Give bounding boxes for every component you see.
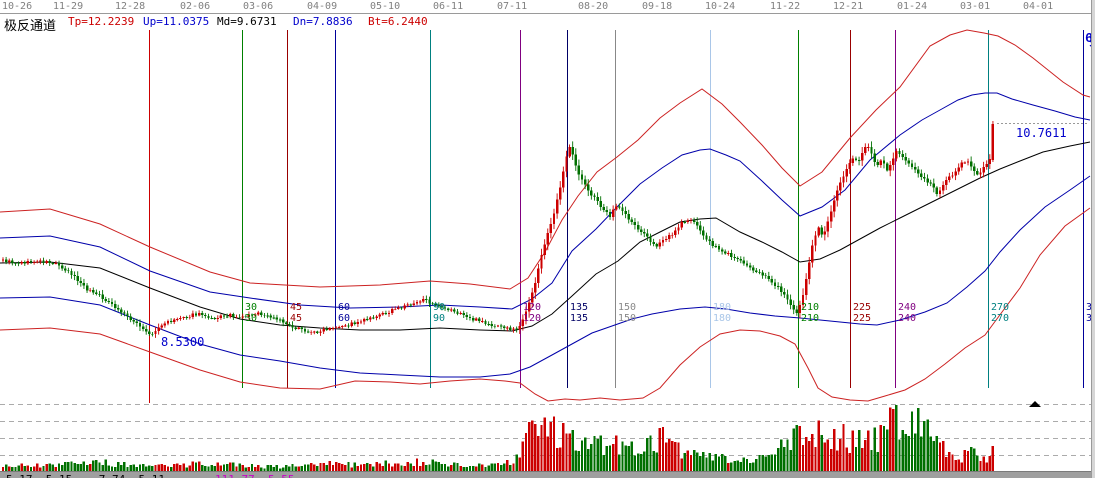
count-label: 45 [290, 313, 302, 324]
channel-lines [0, 29, 1091, 402]
date-label: 08-20 [578, 1, 609, 12]
date-label: 12-21 [833, 1, 864, 12]
indicator-value-tp: Tp=12.2239 [68, 15, 135, 28]
indicator-name: 极反通道 [4, 18, 57, 33]
status-text-right: 111.77 5.55 [215, 473, 294, 478]
indicator-value-bt: Bt=6.2440 [368, 15, 428, 28]
count-label: 225 [853, 313, 871, 324]
count-label: 180 [713, 302, 731, 313]
indicator-value-dn: Dn=7.8836 [293, 15, 353, 28]
volume-bars [1, 405, 995, 471]
status-bar-scrollbar[interactable]: 5.17 5.15 7.74 5.11 111.77 5.55 [0, 471, 1095, 478]
count-label: 135 [570, 313, 588, 324]
date-label: 01-24 [897, 1, 928, 12]
indicator-value-up: Up=11.0375 [143, 15, 210, 28]
count-label: 120 [523, 313, 541, 324]
channel-line-dn [0, 175, 1091, 378]
count-label: 30 [245, 302, 257, 313]
date-label: 06-11 [433, 1, 464, 12]
count-label: 30 [245, 313, 257, 324]
count-label: 270 [991, 313, 1009, 324]
count-label: 225 [853, 302, 871, 313]
date-label: 11-29 [53, 1, 84, 12]
status-text-left: 5.17 5.15 7.74 5.11 [6, 473, 165, 478]
date-label: 09-18 [642, 1, 673, 12]
date-label: 10-26 [2, 1, 33, 12]
date-label: 02-06 [180, 1, 211, 12]
date-label: 03-06 [243, 1, 274, 12]
count-label: 240 [898, 302, 916, 313]
date-label: 03-01 [960, 1, 991, 12]
count-label: 135 [570, 302, 588, 313]
date-label: 04-09 [307, 1, 338, 12]
channel-line-md [0, 141, 1091, 332]
date-label: 07-11 [497, 1, 528, 12]
date-label: 12-28 [115, 1, 146, 12]
count-label: 3 [1086, 302, 1092, 313]
count-label: 60 [338, 313, 350, 324]
count-label: 240 [898, 313, 916, 324]
date-label: 10-24 [705, 1, 736, 12]
low-price-label: 8.5300 [161, 335, 205, 349]
channel-line-bt [0, 207, 1091, 402]
stock-label: 600209 罗顿发展 [1085, 15, 1095, 48]
date-label: 11-22 [770, 1, 801, 12]
date-label: 05-10 [370, 1, 401, 12]
count-label: 3 [1086, 313, 1092, 324]
count-label: 45 [290, 302, 302, 313]
stock-code: 600209 [1085, 30, 1095, 45]
candlesticks [1, 121, 995, 338]
count-label: 90 [433, 302, 445, 313]
count-label: 120 [523, 302, 541, 313]
count-label: 180 [713, 313, 731, 324]
channel-line-up [0, 92, 1091, 310]
last-price-label: 10.7611 [1016, 126, 1067, 140]
count-label: 60 [338, 302, 350, 313]
channel-line-tp [0, 29, 1091, 290]
date-label: 04-01 [1023, 1, 1054, 12]
indicator-value-md: Md=9.6731 [217, 15, 277, 28]
count-label: 90 [433, 313, 445, 324]
count-label: 210 [801, 313, 819, 324]
window-right-border [1091, 0, 1095, 478]
count-label: 150 [618, 302, 636, 313]
triangle-marker-icon [1029, 401, 1041, 407]
count-label: 150 [618, 313, 636, 324]
count-label: 270 [991, 302, 1009, 313]
count-label: 210 [801, 302, 819, 313]
count-marker-lines [149, 30, 1084, 403]
